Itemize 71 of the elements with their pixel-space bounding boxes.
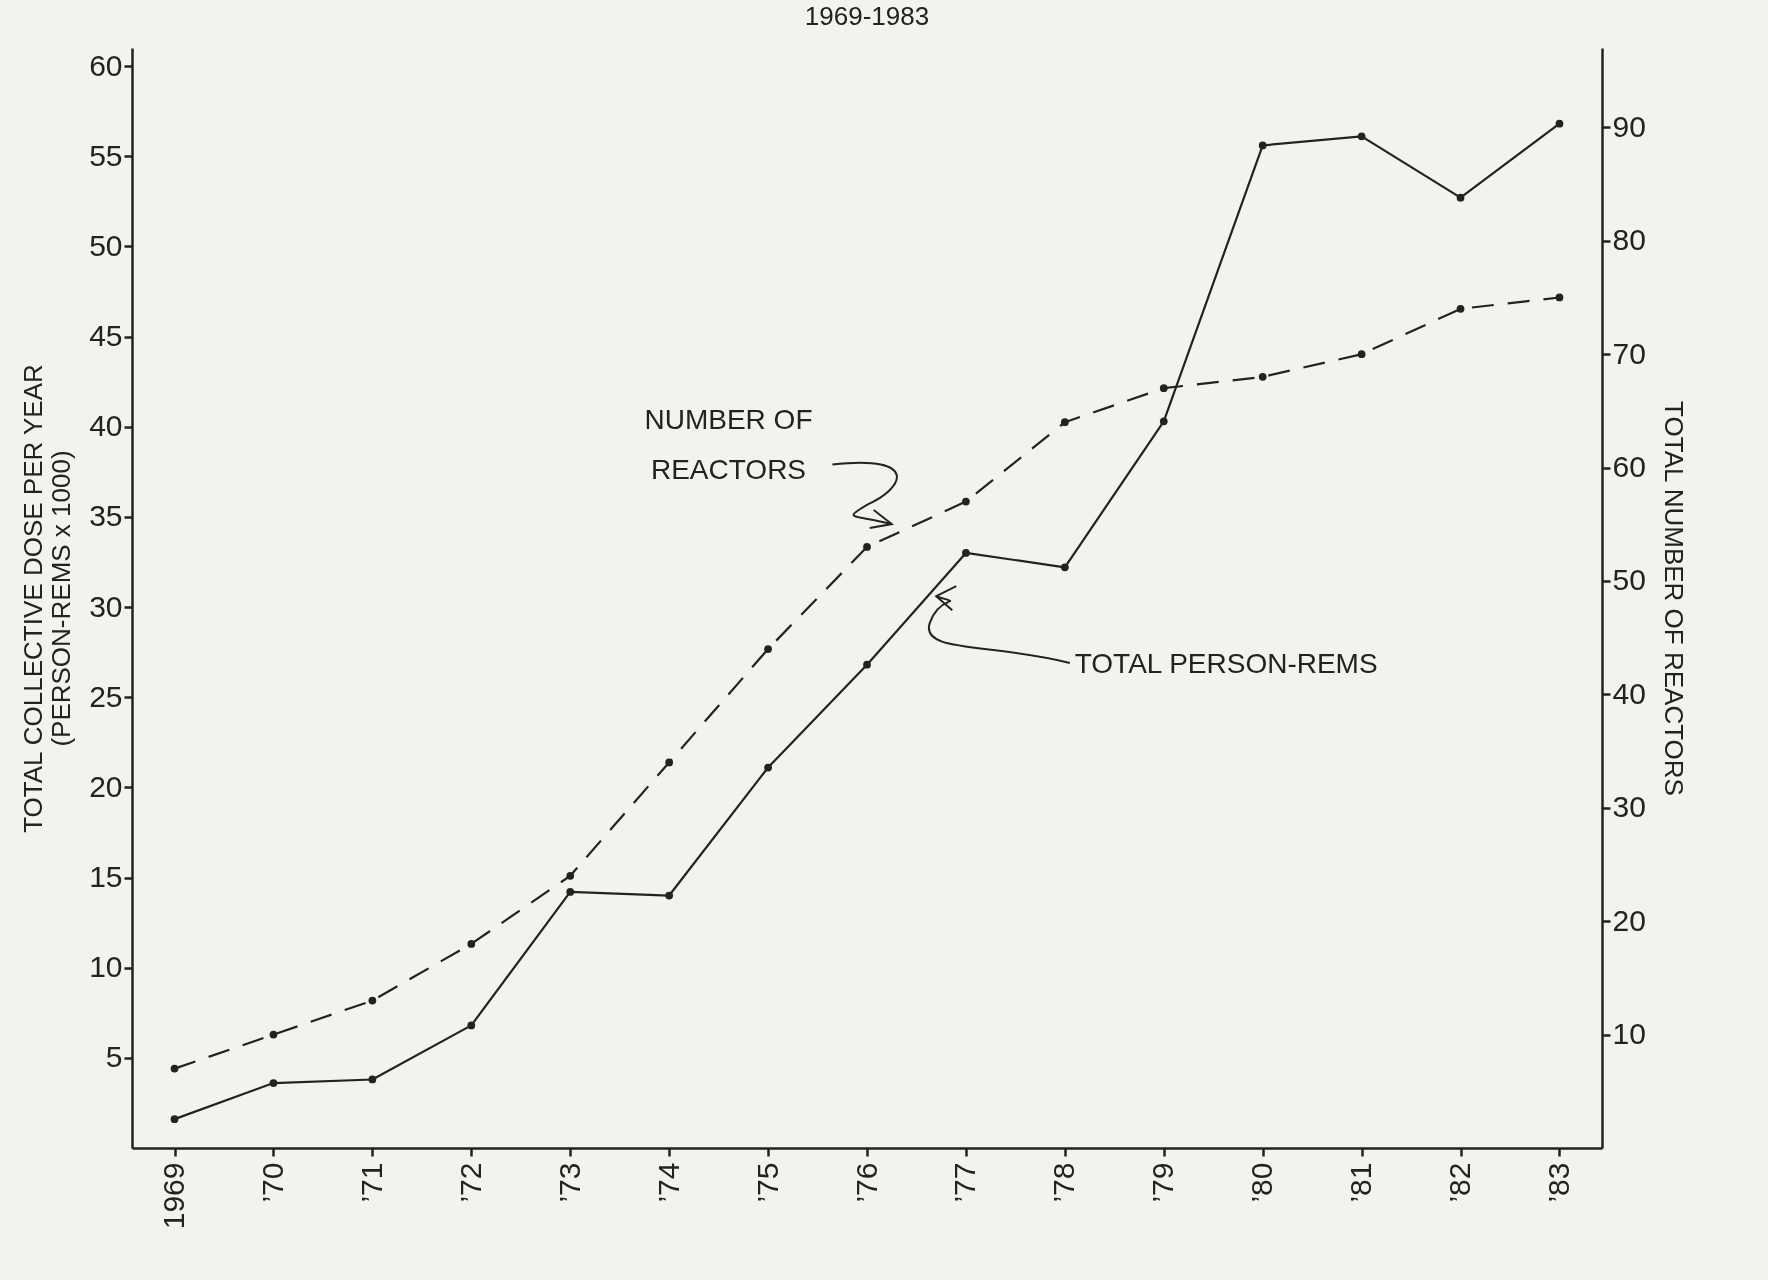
x-tick-label: ’74	[651, 1162, 685, 1203]
point	[1357, 350, 1366, 359]
point	[863, 543, 871, 551]
point	[368, 996, 377, 1005]
point	[764, 645, 772, 653]
x-tick-label: 1969	[157, 1162, 191, 1230]
point	[665, 891, 674, 900]
point	[1357, 132, 1366, 141]
chart-title: 1969-1983	[804, 1, 930, 31]
x-tick-label: ’78	[1047, 1162, 1081, 1203]
point	[863, 660, 871, 669]
y2-tick-label: 40	[1612, 676, 1646, 710]
point	[170, 1064, 179, 1073]
x-tick-label: ’73	[552, 1162, 586, 1203]
point	[962, 497, 970, 506]
x-tick-label: ’82	[1443, 1162, 1477, 1203]
point	[1456, 304, 1465, 313]
y2-tick-label: 10	[1612, 1017, 1646, 1051]
y-tick-label: 35	[89, 499, 123, 533]
point	[1555, 293, 1564, 302]
y2-tick-label: 70	[1612, 336, 1646, 370]
x-tick-label: ’72	[453, 1162, 487, 1203]
y-tick-label: 25	[89, 679, 123, 713]
y-tick-label: 40	[89, 409, 123, 443]
point	[665, 758, 674, 767]
point	[467, 940, 476, 948]
text: NUMBER OF REACTORS	[644, 404, 813, 486]
x-tick-label: ’80	[1245, 1162, 1279, 1203]
point	[1060, 418, 1069, 427]
point	[269, 1030, 278, 1039]
y-tick-label: 15	[89, 860, 123, 894]
y2-tick-label: 60	[1612, 450, 1646, 484]
x-tick-label: ’83	[1541, 1162, 1575, 1203]
point	[566, 871, 575, 880]
point	[1258, 373, 1267, 381]
y-tick-label: 20	[89, 769, 123, 803]
point	[1060, 563, 1069, 572]
x-tick-label: ’76	[849, 1162, 883, 1203]
point	[1456, 193, 1465, 202]
point	[1159, 417, 1168, 426]
point	[1555, 119, 1564, 128]
y-tick-label: 60	[89, 48, 123, 82]
y2-tick-label: 30	[1612, 790, 1646, 824]
y-tick-label: 30	[89, 589, 123, 623]
y2-tick-label: 80	[1612, 223, 1646, 257]
x-tick-label: ’81	[1344, 1162, 1378, 1203]
y2-tick-label: 20	[1612, 903, 1646, 937]
y2-tick-label: 50	[1612, 563, 1646, 597]
y-tick-label: 10	[89, 950, 123, 984]
y-tick-label: 5	[105, 1040, 123, 1074]
x-tick-label: ’70	[255, 1162, 289, 1203]
point	[1159, 384, 1168, 393]
point	[467, 1021, 476, 1030]
x-tick-label: ’79	[1146, 1162, 1180, 1203]
y2-axis-title: TOTAL NUMBER OF REACTORS	[1658, 401, 1689, 796]
point	[566, 888, 575, 896]
y2-tick-label: 90	[1612, 109, 1646, 143]
point	[269, 1079, 278, 1087]
point	[1258, 141, 1267, 150]
point	[170, 1115, 179, 1124]
point	[368, 1075, 377, 1084]
y-tick-label: 50	[89, 228, 123, 262]
y-axis-title: TOTAL COLLECTIVE DOSE PER YEAR (PERSON-REMS x 1000)	[18, 364, 77, 833]
x-tick-label: ’71	[354, 1162, 388, 1203]
point	[962, 549, 970, 557]
point	[764, 763, 772, 772]
text: TOTAL PERSON-REMS	[1074, 647, 1378, 679]
x-tick-label: ’77	[948, 1162, 982, 1203]
y-tick-label: 55	[89, 138, 123, 172]
x-tick-label: ’75	[750, 1162, 784, 1203]
y-tick-label: 45	[89, 319, 123, 353]
